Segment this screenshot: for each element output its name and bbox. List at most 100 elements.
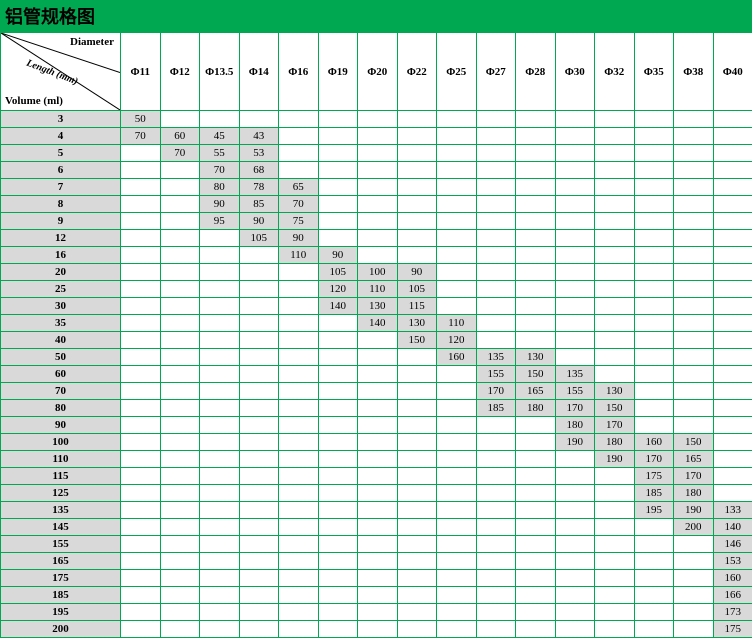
data-cell: 135: [476, 349, 516, 366]
data-cell: [318, 468, 358, 485]
data-cell: [674, 179, 714, 196]
table-row: 185166: [1, 587, 752, 604]
data-cell: [239, 621, 279, 638]
data-cell: [318, 536, 358, 553]
data-cell: [516, 128, 556, 145]
column-header: Φ25: [437, 33, 477, 111]
data-cell: [595, 468, 635, 485]
data-cell: [358, 485, 398, 502]
data-cell: 78: [239, 179, 279, 196]
data-cell: [279, 366, 319, 383]
row-header: 165: [1, 553, 121, 570]
data-cell: [516, 502, 556, 519]
row-header: 145: [1, 519, 121, 536]
data-cell: [318, 400, 358, 417]
data-cell: [713, 315, 752, 332]
data-cell: [239, 349, 279, 366]
data-cell: [160, 451, 200, 468]
data-cell: [200, 553, 240, 570]
data-cell: [397, 162, 437, 179]
data-cell: [674, 570, 714, 587]
data-cell: [279, 604, 319, 621]
data-cell: 65: [279, 179, 319, 196]
data-cell: [279, 468, 319, 485]
table-row: 145200140: [1, 519, 752, 536]
data-cell: [555, 349, 595, 366]
data-cell: [358, 196, 398, 213]
column-header: Φ22: [397, 33, 437, 111]
table-row: 200175: [1, 621, 752, 638]
row-header: 12: [1, 230, 121, 247]
data-cell: [239, 281, 279, 298]
data-cell: [160, 621, 200, 638]
data-cell: [239, 400, 279, 417]
data-cell: 43: [239, 128, 279, 145]
data-cell: [516, 111, 556, 128]
page-title: 铝管规格图: [0, 0, 752, 32]
data-cell: [437, 400, 477, 417]
data-cell: [437, 298, 477, 315]
data-cell: [121, 230, 161, 247]
data-cell: [200, 604, 240, 621]
data-cell: [516, 604, 556, 621]
data-cell: [160, 213, 200, 230]
data-cell: [595, 230, 635, 247]
data-cell: [713, 179, 752, 196]
data-cell: 95: [200, 213, 240, 230]
data-cell: 170: [476, 383, 516, 400]
data-cell: [358, 468, 398, 485]
data-cell: 110: [279, 247, 319, 264]
data-cell: [358, 332, 398, 349]
data-cell: 175: [634, 468, 674, 485]
data-cell: [160, 570, 200, 587]
data-cell: [200, 264, 240, 281]
data-cell: [279, 587, 319, 604]
data-cell: 60: [160, 128, 200, 145]
corner-diameter-label: Diameter: [70, 36, 114, 48]
data-cell: 180: [555, 417, 595, 434]
data-cell: [713, 196, 752, 213]
data-cell: [239, 519, 279, 536]
data-cell: [318, 128, 358, 145]
spec-table: Diameter Length (mm) Volume (ml) Φ11Φ12Φ…: [0, 32, 752, 638]
data-cell: 105: [397, 281, 437, 298]
data-cell: [674, 111, 714, 128]
row-header: 6: [1, 162, 121, 179]
column-header: Φ19: [318, 33, 358, 111]
data-cell: [437, 536, 477, 553]
data-cell: [358, 570, 398, 587]
data-cell: [516, 264, 556, 281]
data-cell: [437, 519, 477, 536]
data-cell: [279, 349, 319, 366]
data-cell: 170: [634, 451, 674, 468]
data-cell: [200, 111, 240, 128]
row-header: 20: [1, 264, 121, 281]
data-cell: [516, 247, 556, 264]
data-cell: [437, 604, 477, 621]
data-cell: [318, 485, 358, 502]
table-row: 135195190133: [1, 502, 752, 519]
data-cell: [279, 570, 319, 587]
row-header: 70: [1, 383, 121, 400]
data-cell: [397, 366, 437, 383]
data-cell: [121, 213, 161, 230]
data-cell: [318, 383, 358, 400]
data-cell: [200, 281, 240, 298]
data-cell: [318, 519, 358, 536]
data-cell: [595, 247, 635, 264]
row-header: 7: [1, 179, 121, 196]
data-cell: [634, 536, 674, 553]
data-cell: [674, 162, 714, 179]
data-cell: [713, 281, 752, 298]
data-cell: [674, 621, 714, 638]
data-cell: [713, 128, 752, 145]
data-cell: [595, 145, 635, 162]
data-cell: [476, 417, 516, 434]
data-cell: [437, 434, 477, 451]
data-cell: [516, 417, 556, 434]
data-cell: [713, 383, 752, 400]
data-cell: [437, 145, 477, 162]
data-cell: [713, 400, 752, 417]
row-header: 3: [1, 111, 121, 128]
data-cell: [239, 417, 279, 434]
